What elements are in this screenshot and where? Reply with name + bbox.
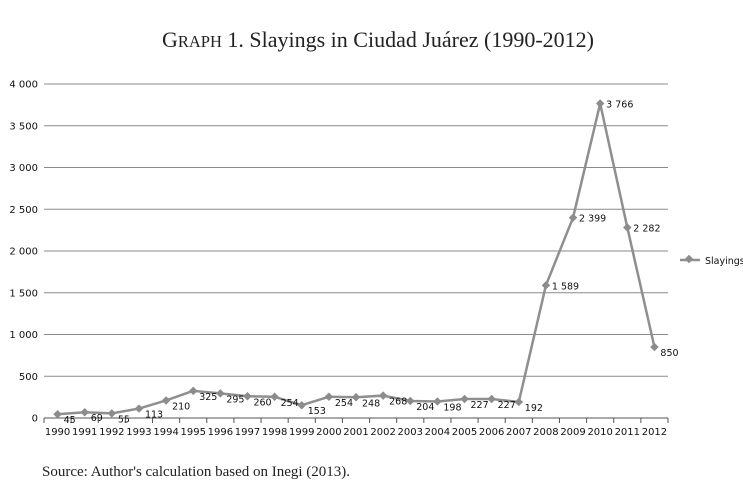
data-point-2008 [541, 281, 551, 290]
x-tick-label-1994: 1994 [153, 427, 178, 438]
data-point-2011 [623, 223, 632, 232]
data-point-2007 [514, 397, 524, 407]
x-tick-label-2008: 2008 [533, 427, 558, 438]
data-label-2003: 204 [416, 402, 434, 413]
data-point-1990 [53, 409, 62, 419]
y-tick-label-1000: 1 000 [9, 330, 38, 341]
data-label-1991: 69 [91, 413, 103, 424]
data-label-1995: 325 [199, 392, 217, 403]
data-label-2002: 268 [389, 397, 407, 408]
series-line-slayings [57, 102, 656, 416]
data-label-2004: 198 [443, 402, 461, 413]
data-point-2000 [324, 392, 334, 402]
data-point-2003 [406, 396, 415, 406]
data-point-1999 [297, 400, 306, 410]
x-tick-label-2003: 2003 [398, 427, 423, 438]
data-point-1992 [107, 409, 117, 418]
x-tick-label-1999: 1999 [289, 427, 314, 438]
data-point-1998 [270, 392, 279, 402]
data-point-2005 [460, 394, 469, 404]
legend: Slayings [680, 254, 743, 267]
y-tick-label-2000: 2 000 [9, 247, 38, 258]
x-tick-label-2011: 2011 [615, 427, 640, 438]
data-label-1999: 153 [308, 406, 326, 417]
data-label-2006: 227 [498, 400, 516, 411]
data-label-2007: 192 [525, 403, 543, 414]
chart-title-rest: 1. Slayings in Ciudad Juárez (1990-2012) [222, 27, 594, 52]
x-tick-label-1997: 1997 [235, 427, 260, 438]
data-label-2008: 1 589 [552, 281, 579, 292]
gridlines [44, 83, 668, 377]
x-tick-label-2001: 2001 [343, 427, 368, 438]
data-point-2001 [351, 393, 361, 402]
x-tick-label-1991: 1991 [72, 427, 97, 438]
data-label-2010: 3 766 [606, 100, 633, 111]
x-tick-label-1992: 1992 [99, 427, 124, 438]
data-point-2006 [487, 394, 496, 404]
x-tick-label-1995: 1995 [180, 427, 205, 438]
x-tick-label-2009: 2009 [560, 427, 585, 438]
x-tick-label-2002: 2002 [370, 427, 395, 438]
data-point-1996 [216, 389, 225, 398]
data-label-1997: 260 [253, 397, 271, 408]
data-point-2010 [595, 99, 605, 108]
data-label-2012: 850 [660, 348, 678, 359]
data-label-2009: 2 399 [579, 214, 606, 225]
y-tick-label-2500: 2 500 [9, 205, 38, 216]
y-tick-label-4000: 4 000 [9, 80, 38, 91]
x-tick-label-1996: 1996 [208, 427, 233, 438]
x-tick-label-2012: 2012 [642, 427, 667, 438]
x-tick-label-1990: 1990 [45, 427, 70, 438]
data-point-1997 [243, 392, 252, 401]
x-tick-label-2010: 2010 [587, 427, 612, 438]
x-tick-label-1998: 1998 [262, 427, 287, 438]
source-note: Source: Author's calculation based on In… [42, 464, 350, 480]
data-label-2011: 2 282 [633, 223, 660, 234]
data-point-2002 [378, 391, 388, 400]
y-tick-label-1500: 1 500 [9, 288, 38, 299]
y-tick-label-3500: 3 500 [9, 121, 38, 132]
x-axis: 1990 1991 1992 1993 1994 1995 1996 1997 1998 1999… [43, 417, 669, 438]
data-labels: 45 69 55 113 210 325 295 260 254 153 254 248 268 204 1… [64, 100, 679, 427]
legend-label: Slayings [705, 256, 743, 267]
data-label-1990: 45 [64, 415, 76, 426]
y-tick-label-500: 500 [19, 372, 38, 383]
series-slayings [53, 99, 659, 419]
data-point-2004 [433, 397, 442, 406]
data-label-2000: 254 [335, 398, 353, 409]
data-label-1992: 55 [118, 414, 130, 425]
data-label-1994: 210 [172, 401, 190, 412]
data-point-1994 [161, 396, 171, 405]
chart-title-initial: G [162, 27, 178, 52]
data-label-1993: 113 [145, 410, 163, 421]
data-point-1995 [188, 386, 198, 396]
x-tick-label-2005: 2005 [452, 427, 477, 438]
data-point-1991 [80, 407, 89, 417]
data-label-1996: 295 [226, 394, 244, 405]
x-tick-label-2007: 2007 [506, 427, 531, 438]
data-label-2005: 227 [471, 400, 489, 411]
x-tick-label-2004: 2004 [425, 427, 450, 438]
y-tick-label-3000: 3 000 [9, 163, 38, 174]
data-point-2012 [650, 342, 659, 352]
x-tick-label-1993: 1993 [126, 427, 151, 438]
y-axis: 0 500 1 000 1 500 2 000 2 500 3 000 3 500 4 000 [9, 80, 38, 425]
x-tick-label-2006: 2006 [479, 427, 504, 438]
data-point-2009 [568, 213, 578, 222]
x-tick-label-2000: 2000 [316, 427, 341, 438]
legend-marker [684, 254, 694, 264]
chart-title-smallcaps: RAPH [178, 32, 222, 51]
data-label-1998: 254 [281, 398, 299, 409]
chart-title: GRAPH 1. Slayings in Ciudad Juárez (1990… [162, 27, 594, 52]
y-tick-label-0: 0 [32, 414, 38, 425]
data-point-1993 [134, 404, 144, 413]
data-label-2001: 248 [362, 398, 380, 409]
